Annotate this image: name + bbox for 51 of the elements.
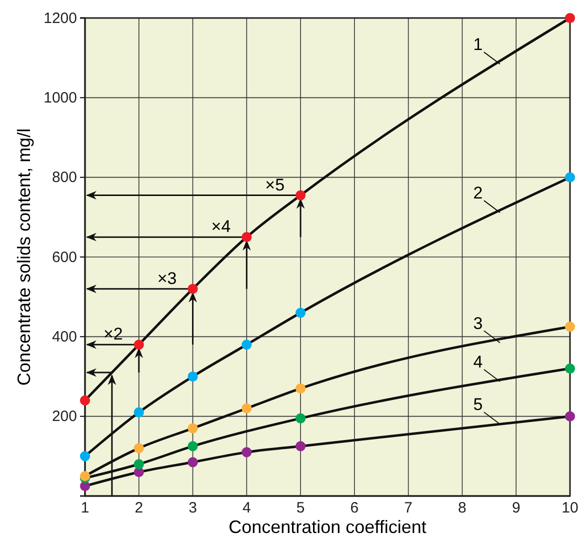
point bbox=[564, 322, 576, 332]
x-tick-label: 2 bbox=[134, 500, 144, 517]
point bbox=[134, 459, 144, 470]
point bbox=[188, 284, 198, 294]
point bbox=[242, 403, 252, 414]
point bbox=[188, 371, 198, 382]
x-tick-label: 8 bbox=[458, 500, 466, 517]
point bbox=[564, 12, 576, 24]
point bbox=[242, 340, 252, 350]
legend-label: 5 bbox=[473, 395, 483, 414]
point bbox=[296, 308, 306, 318]
x-tick-label: 3 bbox=[188, 500, 197, 517]
x-tick-label: 7 bbox=[404, 500, 413, 517]
y-tick-label: 400 bbox=[52, 328, 77, 346]
point bbox=[296, 441, 306, 452]
point bbox=[296, 383, 306, 394]
y-axis-title: Concentrate solids content, mg/l bbox=[14, 128, 34, 386]
x-tick-label: 4 bbox=[242, 500, 251, 517]
point bbox=[80, 395, 90, 406]
point bbox=[80, 451, 90, 462]
y-tick-label: 200 bbox=[52, 408, 77, 426]
point bbox=[188, 457, 198, 468]
series-label: 1 bbox=[473, 35, 483, 54]
point bbox=[134, 407, 144, 418]
x-tick-label: 5 bbox=[296, 500, 305, 517]
series-label: 2 bbox=[473, 184, 483, 203]
y-tick-label: 800 bbox=[52, 169, 77, 186]
y-tick-label: 1000 bbox=[44, 89, 77, 106]
point bbox=[296, 190, 306, 200]
point bbox=[134, 340, 144, 350]
annotation: ×4 bbox=[211, 217, 231, 236]
y-tick-label: 1200 bbox=[44, 10, 77, 27]
annotation: ×3 bbox=[157, 268, 177, 288]
x-tick-label: 9 bbox=[512, 500, 520, 517]
point bbox=[564, 411, 576, 422]
point bbox=[188, 423, 198, 434]
point bbox=[242, 447, 252, 458]
x-tick-label: 6 bbox=[350, 500, 359, 517]
point bbox=[188, 441, 198, 452]
point bbox=[564, 363, 576, 374]
series-label: 3 bbox=[473, 314, 483, 333]
point bbox=[134, 443, 144, 454]
point bbox=[564, 172, 576, 182]
x-tick-label: 1 bbox=[80, 500, 90, 517]
x-tick-label: 10 bbox=[562, 500, 578, 517]
y-tick-label: 600 bbox=[52, 248, 77, 266]
point bbox=[296, 413, 306, 424]
point bbox=[242, 232, 252, 242]
x-axis-title: Concentration coefficient bbox=[228, 517, 426, 537]
legend-label: 4 bbox=[473, 352, 483, 372]
annotation: ×5 bbox=[265, 175, 285, 194]
